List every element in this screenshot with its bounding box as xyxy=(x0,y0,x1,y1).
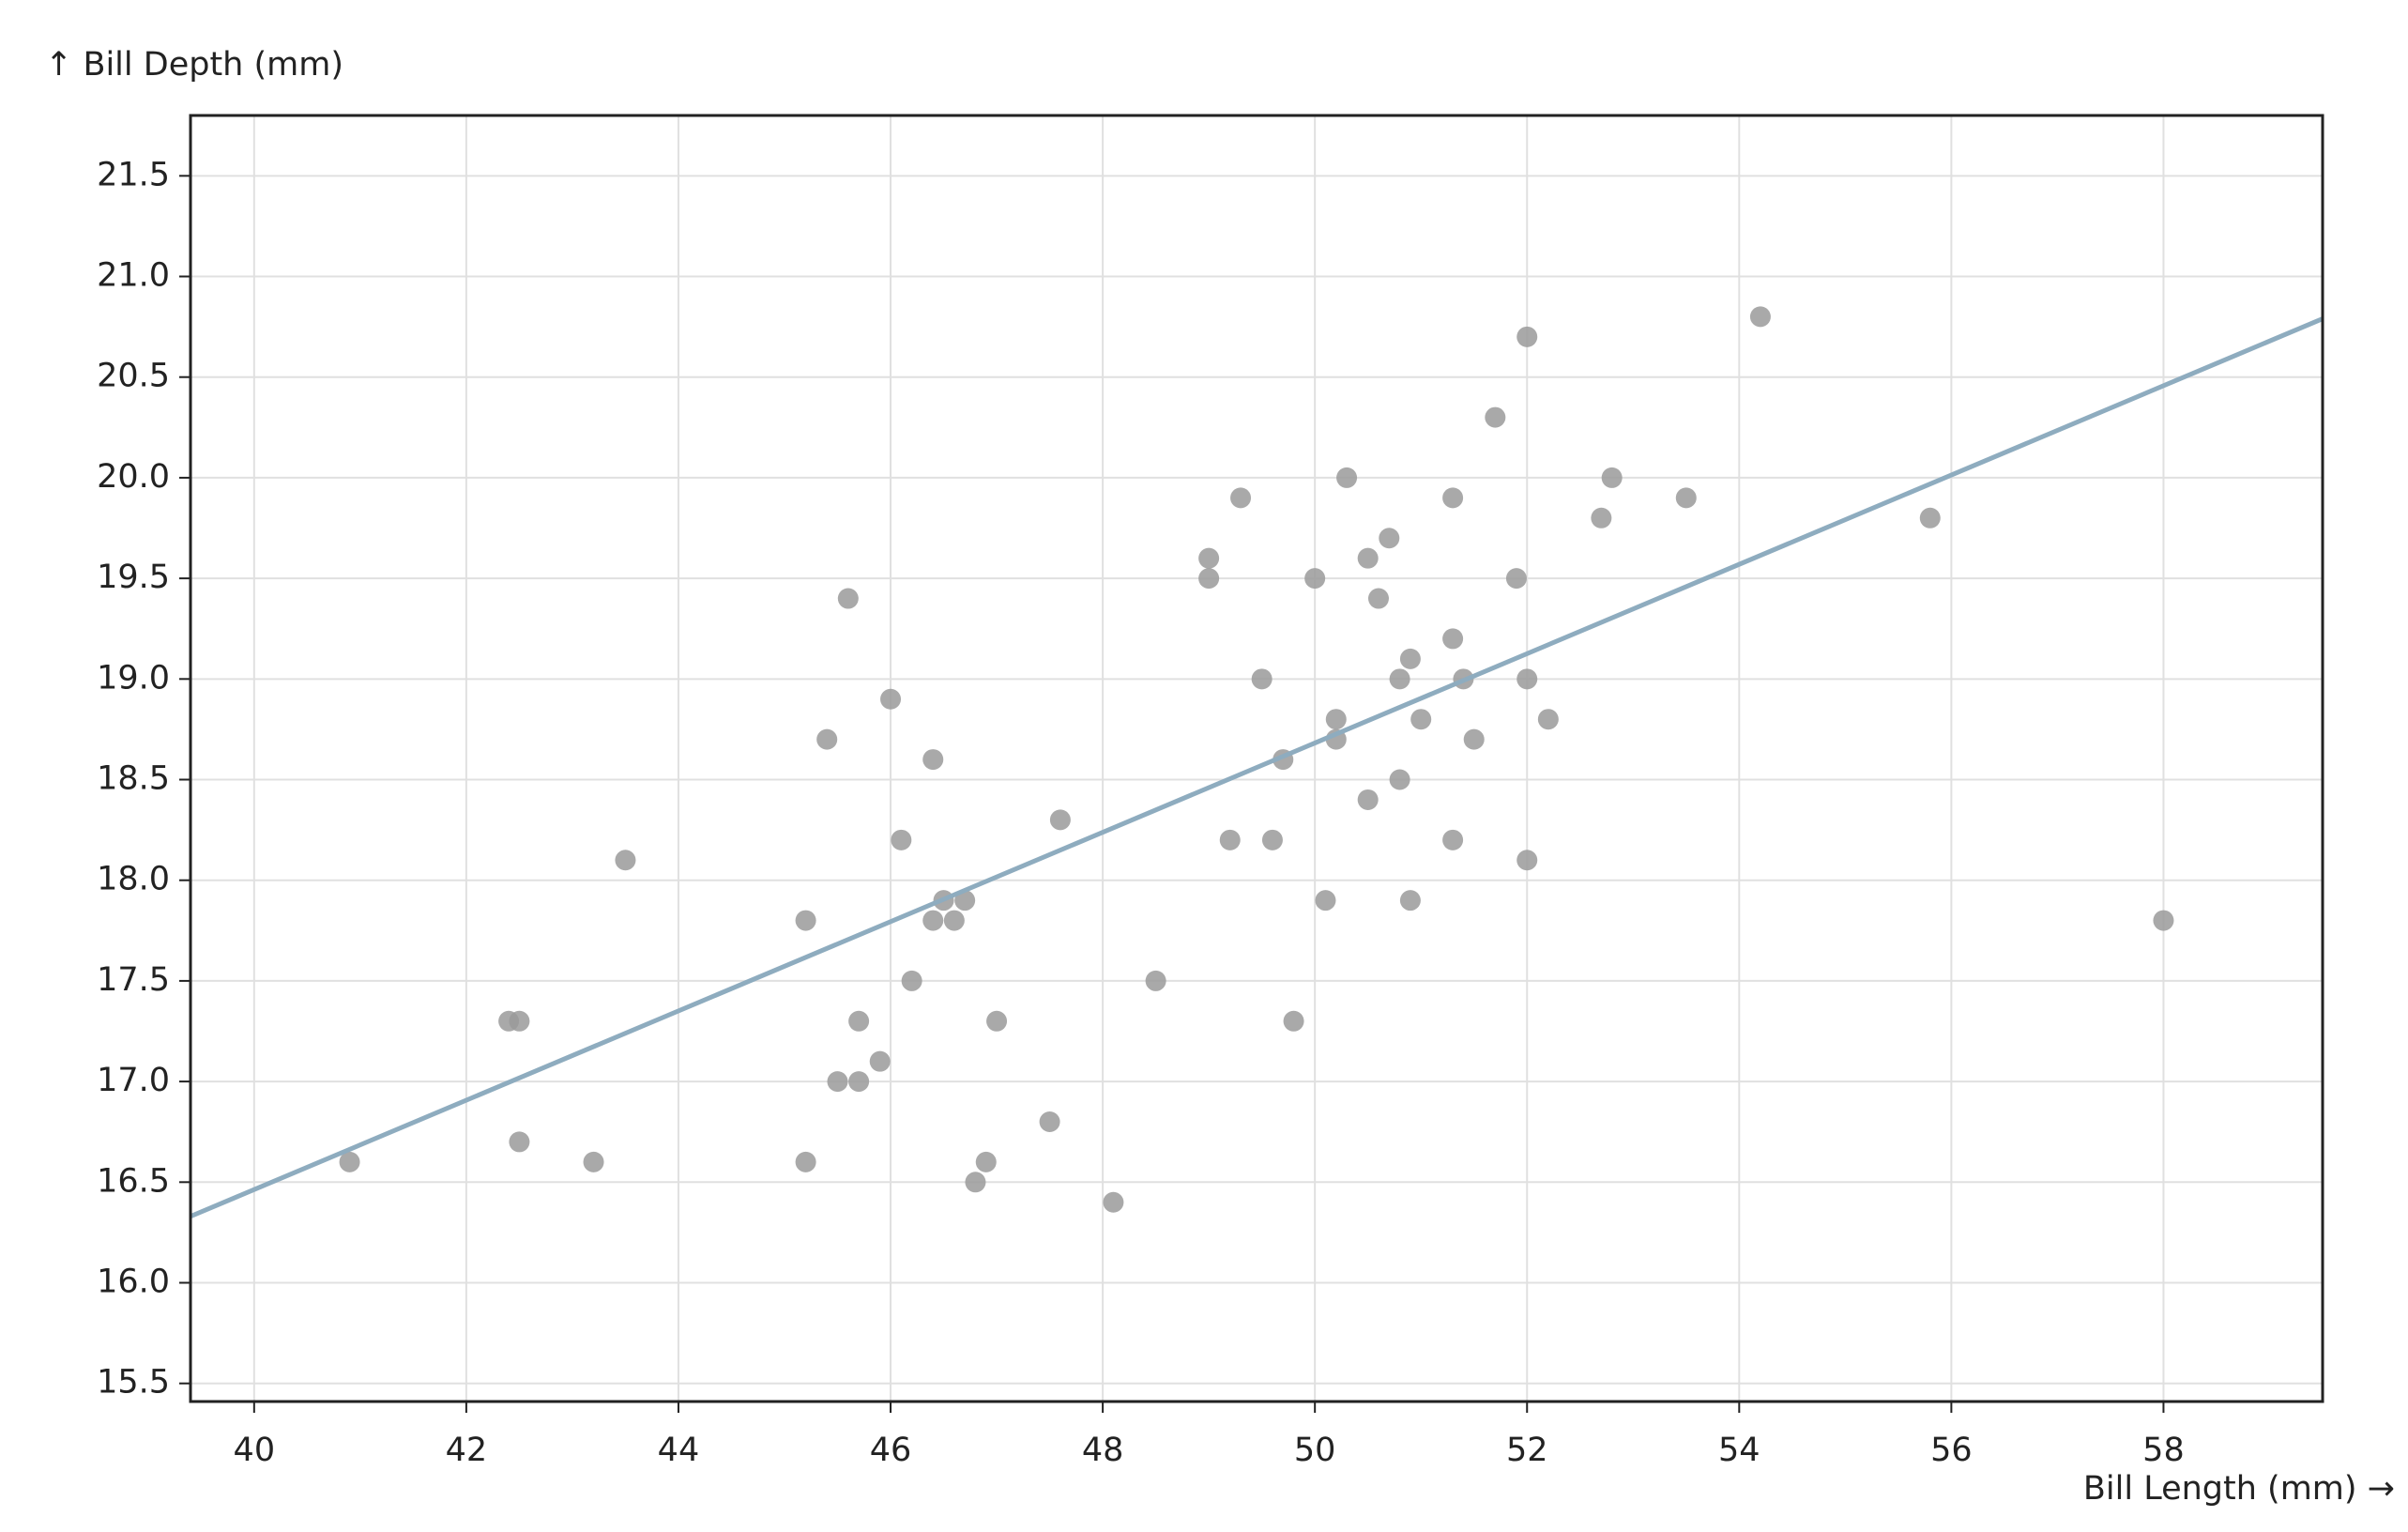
x-tick-label: 44 xyxy=(658,1432,700,1469)
point xyxy=(1442,628,1464,650)
point xyxy=(901,970,922,991)
y-tick-label: 17.5 xyxy=(97,961,170,999)
point xyxy=(891,829,912,850)
point xyxy=(509,1010,530,1032)
y-tick-label: 18.0 xyxy=(97,861,170,898)
y-tick-label: 16.0 xyxy=(97,1264,170,1301)
point xyxy=(1537,709,1559,730)
x-tick-label: 52 xyxy=(1506,1432,1548,1469)
point xyxy=(1336,467,1358,488)
y-tick-label: 21.5 xyxy=(97,156,170,193)
y-tick-label: 16.5 xyxy=(97,1162,170,1200)
point xyxy=(1463,728,1485,750)
point xyxy=(1325,709,1347,730)
point xyxy=(1198,547,1220,569)
point xyxy=(509,1131,530,1153)
plot-frame xyxy=(189,114,2324,1403)
point xyxy=(339,1151,360,1172)
point xyxy=(1442,829,1464,850)
y-tick-label: 17.0 xyxy=(97,1062,170,1099)
point xyxy=(1591,507,1612,529)
point xyxy=(583,1151,604,1172)
point xyxy=(922,749,944,771)
point xyxy=(615,850,636,871)
point xyxy=(1145,970,1166,991)
x-tick-label: 58 xyxy=(2142,1432,2185,1469)
point xyxy=(1357,789,1379,810)
point xyxy=(1103,1191,1124,1213)
y-tick-label: 20.0 xyxy=(97,458,170,496)
point xyxy=(795,1151,816,1172)
y-tick-label: 15.5 xyxy=(97,1364,170,1402)
point xyxy=(1357,547,1379,569)
point xyxy=(1283,1010,1304,1032)
y-tick-label: 20.5 xyxy=(97,358,170,395)
point xyxy=(816,728,838,750)
point xyxy=(1198,568,1220,590)
point xyxy=(943,910,965,931)
point xyxy=(1049,809,1071,831)
point xyxy=(986,1010,1008,1032)
point xyxy=(848,1010,870,1032)
point xyxy=(1675,487,1697,509)
point xyxy=(1389,769,1410,790)
point xyxy=(1485,406,1506,428)
point xyxy=(1367,588,1389,609)
point xyxy=(795,910,816,931)
point xyxy=(2153,910,2174,931)
point xyxy=(1230,487,1252,509)
y-axis-label: ↑ Bill Depth (mm) xyxy=(45,46,343,84)
y-tick-label: 19.0 xyxy=(97,659,170,697)
point xyxy=(1219,829,1241,850)
point xyxy=(922,910,944,931)
point xyxy=(1505,568,1527,590)
point xyxy=(1315,890,1336,912)
point xyxy=(1516,668,1538,690)
point xyxy=(1399,890,1421,912)
x-tick-label: 56 xyxy=(1930,1432,1973,1469)
x-tick-label: 40 xyxy=(234,1432,276,1469)
x-tick-label: 50 xyxy=(1294,1432,1336,1469)
x-tick-label: 46 xyxy=(870,1432,912,1469)
trend-line xyxy=(190,316,2324,1219)
x-tick-label: 48 xyxy=(1082,1432,1124,1469)
point xyxy=(1410,709,1432,730)
x-axis-label: Bill Length (mm) → xyxy=(2083,1470,2395,1508)
point xyxy=(827,1071,848,1093)
point xyxy=(1919,507,1941,529)
y-tick-label: 21.0 xyxy=(97,257,170,295)
point xyxy=(837,588,859,609)
point xyxy=(954,890,976,912)
point xyxy=(1516,850,1538,871)
point xyxy=(1379,528,1400,549)
point xyxy=(1039,1111,1060,1132)
point xyxy=(1261,829,1283,850)
point xyxy=(1749,306,1771,328)
y-tick-label: 19.5 xyxy=(97,559,170,596)
x-tick-label: 42 xyxy=(446,1432,488,1469)
point xyxy=(1304,568,1326,590)
point xyxy=(1442,487,1464,509)
point xyxy=(1251,668,1273,690)
point xyxy=(965,1172,986,1193)
point xyxy=(1601,467,1623,488)
point xyxy=(869,1050,891,1072)
point xyxy=(880,688,902,710)
y-tick-label: 18.5 xyxy=(97,760,170,798)
point xyxy=(848,1071,870,1093)
point xyxy=(975,1151,997,1172)
x-tick-label: 54 xyxy=(1718,1432,1760,1469)
point xyxy=(1399,648,1421,669)
point xyxy=(1516,326,1538,347)
point xyxy=(1389,668,1410,690)
